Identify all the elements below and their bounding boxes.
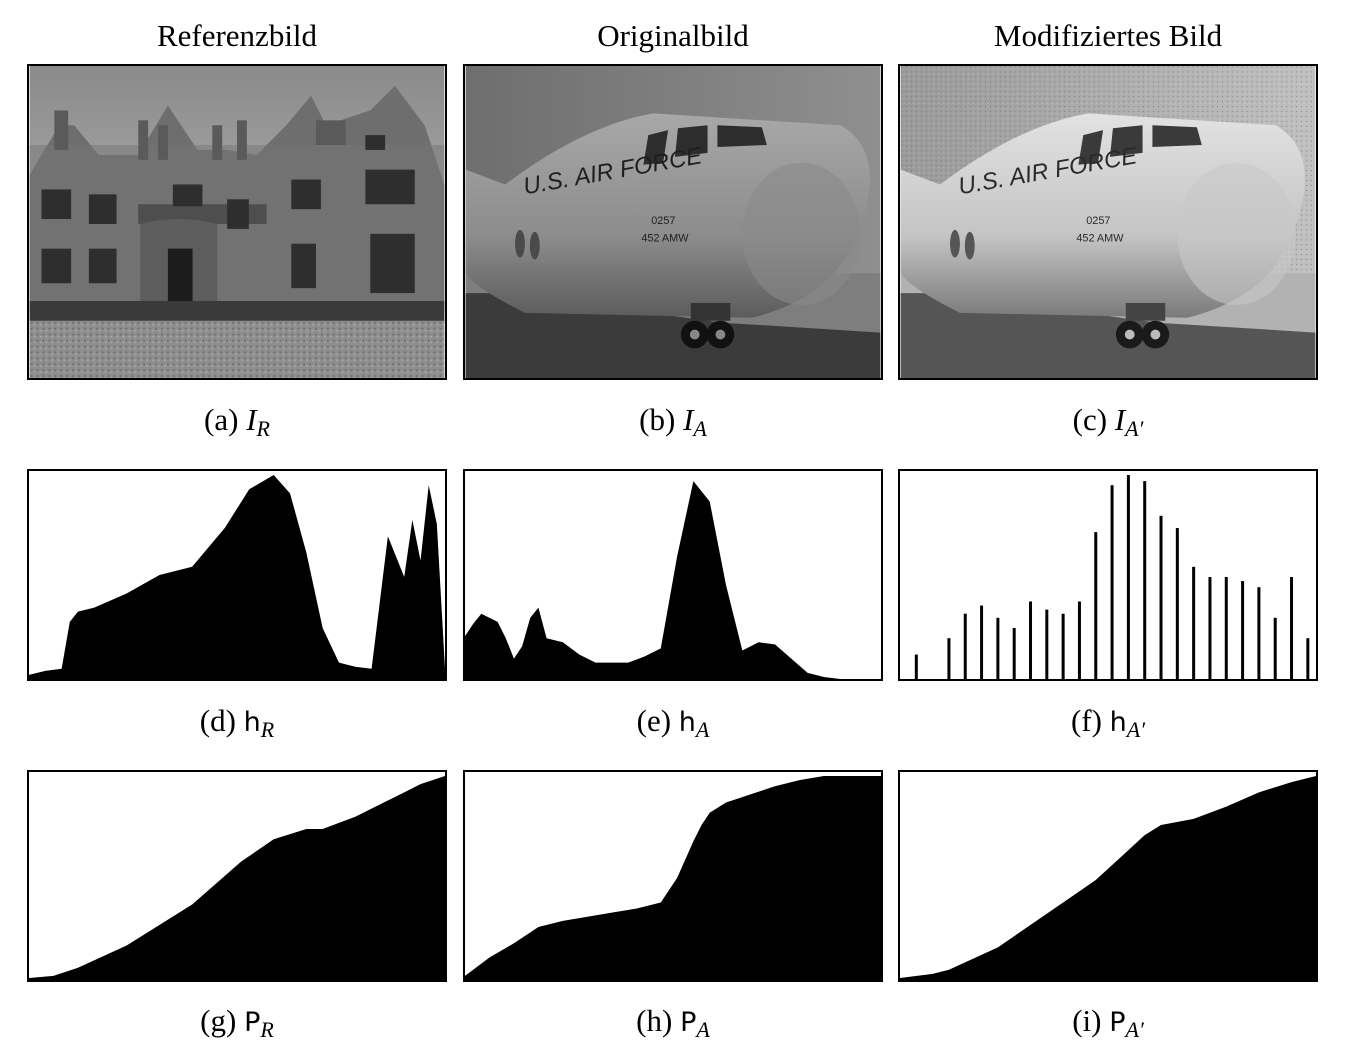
histogram-bar [1029, 601, 1033, 679]
cdf-panel-modified [898, 770, 1318, 982]
histogram-bar [1241, 581, 1245, 679]
caption-g: (g) PR [200, 1003, 274, 1042]
caption-b: (b) IA [639, 402, 707, 441]
histogram-bar [1126, 475, 1130, 679]
column-title-modifiziertes-bild: Modifiziertes Bild [993, 18, 1223, 53]
airplane-original-image: U.S. AIR FORCE 0257 452 AMW [465, 66, 881, 378]
histogram-bar [1257, 587, 1261, 679]
histogram-bar [1110, 485, 1114, 679]
tail-number: 0257 [651, 215, 675, 227]
histogram-bar [1192, 566, 1196, 679]
column-title-originalbild: Originalbild [597, 18, 749, 53]
histogram-bar [1306, 638, 1310, 679]
histogram-bar [1045, 609, 1049, 679]
tail-number: 0257 [1086, 215, 1110, 227]
histogram-bar [914, 654, 918, 679]
caption-h: (h) PA [636, 1003, 710, 1042]
histogram-bar [1290, 577, 1294, 679]
caption-a: (a) IR [204, 402, 270, 441]
caption-e: (e) hA [636, 703, 710, 742]
column-title-referenzbild: Referenzbild [156, 18, 318, 53]
distribution-area [900, 776, 1316, 980]
histogram-bar [1273, 617, 1277, 679]
histogram-bar [1175, 528, 1179, 679]
image-panel-original: U.S. AIR FORCE 0257 452 AMW [463, 64, 883, 380]
histogram-bar [947, 638, 951, 679]
histogram-bar [1208, 577, 1212, 679]
histogram-h-r [29, 475, 445, 679]
distribution-area [29, 475, 445, 679]
histogram-bar [963, 613, 967, 679]
caption-f: (f) hA′ [1070, 703, 1146, 742]
histogram-panel-original [463, 469, 883, 681]
histogram-bar [1077, 601, 1081, 679]
caption-d: (d) hR [199, 703, 275, 742]
histogram-bar [1224, 577, 1228, 679]
manor-house-image [29, 66, 445, 378]
histogram-panel-reference [27, 469, 447, 681]
unit-label: 452 AMW [1076, 233, 1124, 245]
airplane-modified-image: U.S. AIR FORCE 0257 452 AMW [900, 66, 1316, 378]
histogram-panel-modified [898, 469, 1318, 681]
distribution-area [465, 776, 881, 980]
histogram-bar [996, 617, 1000, 679]
histogram-bar [1094, 532, 1098, 679]
histogram-h-a-prime [914, 475, 1310, 679]
histogram-bar [1012, 628, 1016, 679]
histogram-bar [980, 605, 984, 679]
distribution-area [29, 776, 445, 980]
histogram-bar [1159, 515, 1163, 679]
cdf-p-a-prime [900, 776, 1316, 980]
image-panel-modified: U.S. AIR FORCE 0257 452 AMW [898, 64, 1318, 380]
unit-label: 452 AMW [641, 233, 689, 245]
image-panel-reference [27, 64, 447, 380]
histogram-bar [1143, 481, 1147, 679]
caption-c: (c) IA′ [1072, 402, 1144, 441]
caption-i: (i) PA′ [1072, 1003, 1144, 1042]
distribution-area [465, 481, 881, 679]
cdf-p-r [29, 776, 445, 980]
cdf-panel-reference [27, 770, 447, 982]
cdf-panel-original [463, 770, 883, 982]
cdf-p-a [465, 776, 881, 980]
histogram-bar [1061, 613, 1065, 679]
histogram-h-a [465, 481, 881, 679]
